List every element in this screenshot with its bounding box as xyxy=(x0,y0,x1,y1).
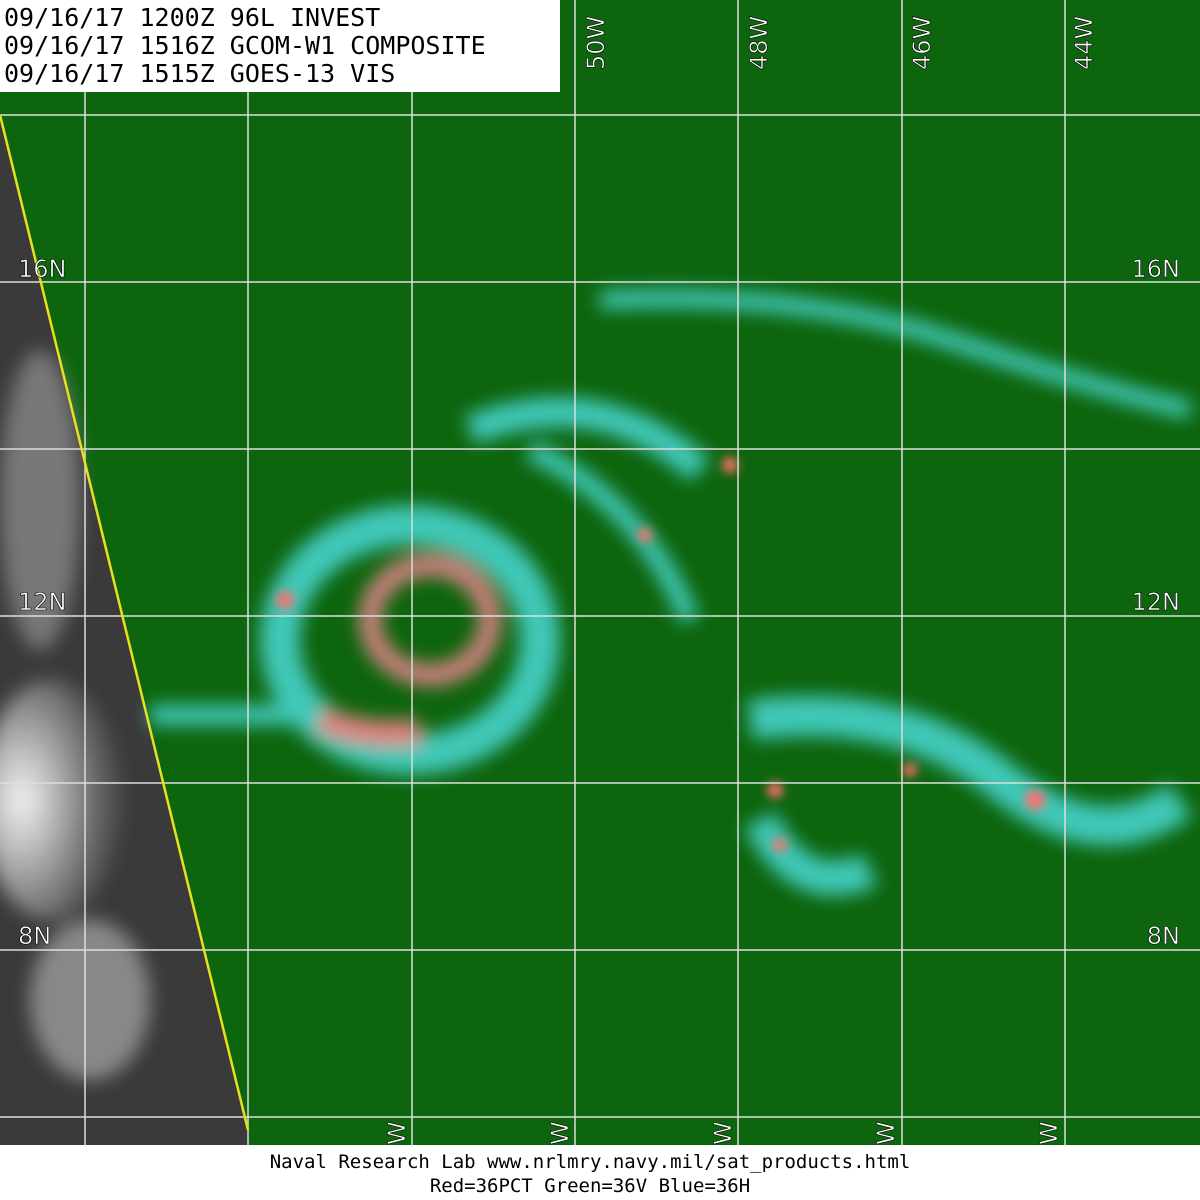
header-box xyxy=(0,0,560,92)
convection xyxy=(276,457,1045,852)
lat-label: 16N xyxy=(18,255,67,283)
lat-label: 12N xyxy=(18,588,67,616)
bottom-lon-label: W xyxy=(1035,1121,1063,1145)
lat-label: 8N xyxy=(18,922,51,950)
lon-label: 48W xyxy=(745,16,773,70)
clouds xyxy=(0,350,150,1080)
lat-label: 16N xyxy=(1132,255,1181,283)
grid xyxy=(0,0,1200,1145)
footer-line: Naval Research Lab www.nrlmry.navy.mil/s… xyxy=(270,1151,911,1173)
swath-edge xyxy=(0,114,250,1131)
header-line: 09/16/17 1516Z GCOM-W1 COMPOSITE xyxy=(4,31,486,60)
lon-label: 44W xyxy=(1070,16,1098,70)
bottom-lon-label: W xyxy=(383,1121,411,1145)
header-line: 09/16/17 1200Z 96L INVEST xyxy=(4,3,380,32)
lat-label: 12N xyxy=(1132,588,1181,616)
bottom-lon-label: W xyxy=(546,1121,574,1145)
bottom-lon-label: W xyxy=(709,1121,737,1145)
lon-label: 46W xyxy=(908,16,936,70)
header-line: 09/16/17 1515Z GOES-13 VIS xyxy=(4,59,395,88)
footer-box xyxy=(0,1145,1200,1200)
footer-line: Red=36PCT Green=36V Blue=36H xyxy=(430,1175,750,1197)
bottom-lon-label: W xyxy=(872,1121,900,1145)
lon-label: 50W xyxy=(582,16,610,70)
lat-label: 8N xyxy=(1147,922,1180,950)
